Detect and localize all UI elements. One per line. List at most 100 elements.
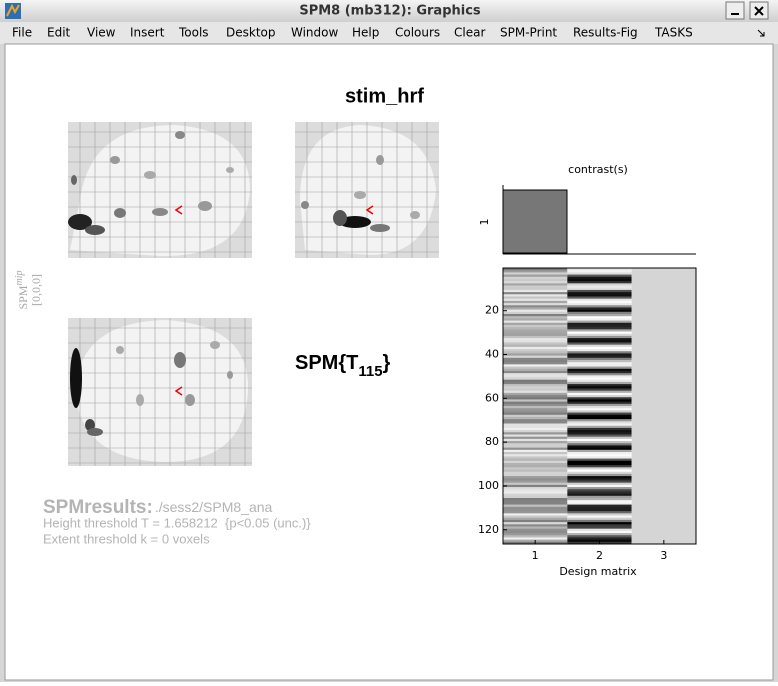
- mip-coords: [0,0,0]: [29, 274, 43, 306]
- design-cell: [567, 370, 632, 374]
- minimize-button[interactable]: [725, 1, 745, 20]
- design-cell: [567, 289, 632, 293]
- design-cell: [567, 270, 632, 273]
- contrast-bar: [502, 189, 568, 254]
- menu-item[interactable]: Results-Fig: [573, 26, 638, 40]
- design-cell: [567, 384, 632, 387]
- menu-item[interactable]: TASKS: [654, 26, 693, 40]
- menu-bar: [0, 22, 778, 44]
- design-cell: [567, 515, 632, 519]
- design-cell: [503, 379, 568, 383]
- mip-label-text: SPMmip: [14, 270, 29, 309]
- design-cell: [567, 338, 632, 341]
- brain-outline: [300, 125, 436, 255]
- design-cell: [567, 349, 632, 352]
- design-cell: [567, 294, 632, 297]
- design-cell: [503, 528, 568, 532]
- design-cell: [567, 362, 632, 365]
- menu-item[interactable]: Help: [352, 26, 379, 40]
- menu-item[interactable]: Edit: [47, 26, 71, 40]
- design-cell: [503, 366, 568, 370]
- activation-blob: [198, 201, 212, 211]
- design-cell: [503, 272, 568, 276]
- menu-item[interactable]: Insert: [130, 26, 165, 40]
- design-cell: [567, 360, 632, 363]
- design-cell: [503, 303, 568, 306]
- menu-item[interactable]: Clear: [454, 26, 485, 40]
- design-cell: [503, 441, 568, 444]
- design-cell: [503, 511, 568, 514]
- menu-item[interactable]: Colours: [395, 26, 440, 40]
- design-cell: [503, 327, 568, 330]
- design-cell: [567, 473, 632, 477]
- design-cell: [567, 287, 632, 291]
- design-cell: [567, 406, 632, 409]
- design-cell: [503, 414, 568, 418]
- design-cell: [567, 377, 632, 381]
- design-cell: [567, 403, 632, 407]
- design-cell: [567, 392, 632, 396]
- design-cell: [503, 329, 568, 333]
- cursor-marker: [174, 205, 183, 215]
- design-cell: [503, 281, 568, 284]
- activation-blob: [410, 211, 420, 219]
- design-cell: [567, 478, 632, 481]
- design-cell: [567, 311, 632, 315]
- design-cell: [567, 412, 632, 416]
- design-cell: [567, 504, 632, 508]
- design-cell: [503, 370, 568, 374]
- menu-item[interactable]: File: [12, 26, 32, 40]
- design-cell: [567, 471, 632, 475]
- activation-blob: [68, 214, 92, 230]
- design-cell: [567, 390, 632, 394]
- activation-blob: [210, 341, 220, 349]
- design-cell: [503, 465, 568, 468]
- design-cell: [503, 489, 568, 492]
- menu-item[interactable]: Desktop: [226, 26, 276, 40]
- mip-panel: [295, 122, 439, 258]
- design-cell: [503, 445, 568, 449]
- design-cell: [503, 335, 568, 339]
- design-cell: [567, 395, 632, 398]
- design-cell: [503, 368, 568, 372]
- design-cell: [567, 300, 632, 304]
- design-cell: [503, 397, 568, 400]
- design-cell: [567, 375, 632, 379]
- design-cell: [503, 276, 568, 280]
- design-cell: [503, 524, 568, 527]
- design-cell: [567, 342, 632, 346]
- design-cell: [567, 388, 632, 392]
- design-cell: [567, 436, 632, 440]
- dock-arrow[interactable]: [757, 29, 765, 37]
- design-cell: [567, 344, 632, 348]
- menu-item[interactable]: Window: [291, 26, 339, 40]
- design-cell: [503, 324, 568, 328]
- menu-item[interactable]: Tools: [178, 26, 209, 40]
- activation-blob: [136, 394, 144, 406]
- design-cell: [567, 456, 632, 460]
- design-cell: [503, 309, 568, 313]
- design-cell: [567, 327, 632, 330]
- design-cell: [503, 395, 568, 398]
- menu-item[interactable]: SPM-Print: [500, 26, 557, 40]
- design-cell: [567, 454, 632, 457]
- menu-item[interactable]: View: [87, 26, 116, 40]
- y-tick-label: 80: [485, 435, 499, 448]
- design-cell: [503, 423, 568, 427]
- activation-blob: [174, 352, 186, 368]
- design-cell: [567, 517, 632, 521]
- design-cell: [567, 533, 632, 536]
- design-cell: [503, 399, 568, 403]
- design-cell: [503, 351, 568, 354]
- design-cell: [503, 537, 568, 541]
- design-cell: [567, 449, 632, 453]
- design-cell: [503, 469, 568, 473]
- design-cell: [567, 386, 632, 389]
- design-cell: [503, 421, 568, 425]
- mip-panel: [68, 122, 252, 258]
- design-cell: [567, 489, 632, 492]
- design-cell: [567, 524, 632, 527]
- design-cell: [503, 458, 568, 462]
- design-cell: [503, 357, 568, 361]
- design-cell: [503, 500, 568, 503]
